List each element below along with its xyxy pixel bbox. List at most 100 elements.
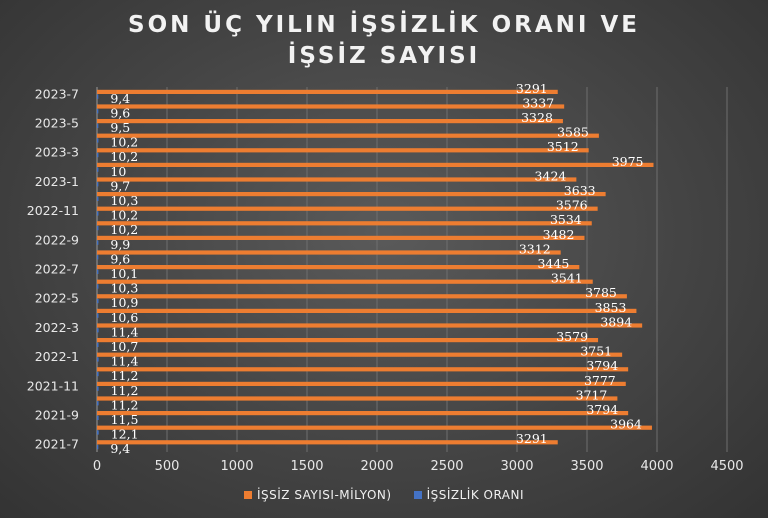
data-label-unemployment-rate: 10,2 [110,222,138,237]
data-label-unemployment-rate: 10,3 [110,193,138,208]
bar-unemployed-count [97,104,565,109]
x-tick-label: 1000 [220,459,253,474]
bar-unemployed-count [97,250,561,255]
bar-unemployed-count [97,192,606,197]
bar-unemployment-rate [97,430,99,435]
x-tick-label: 3000 [500,459,533,474]
bar-unemployment-rate [97,240,99,245]
bar-unemployment-rate [97,138,99,143]
bar-unemployment-rate [97,357,99,362]
data-label-unemployed-count: 3534 [550,212,582,227]
y-tick-label: 2022-1 [35,349,79,364]
chart-legend: İŞSİZ SAYISI-MİLYON) İŞSİZLİK ORANI [0,488,768,502]
y-tick-label: 2022-3 [35,320,79,335]
data-label-unemployment-rate: 9,4 [110,91,130,106]
bar-unemployed-count [97,294,627,299]
legend-swatch-unemployed-count [243,491,252,499]
bar-unemployed-count [97,279,593,284]
data-label-unemployed-count: 3717 [576,387,608,402]
y-tick-label: 2022-7 [35,262,79,277]
x-tick-label: 3500 [570,459,603,474]
bar-unemployed-count [97,323,643,328]
data-label-unemployed-count: 3576 [556,198,588,213]
bar-unemployed-count [97,206,598,211]
y-tick-label: 2021-9 [35,408,79,423]
bar-unemployment-rate [97,94,99,99]
bar-unemployment-rate [97,372,99,377]
data-label-unemployment-rate: 11,2 [111,397,139,412]
data-label-unemployed-count: 3541 [551,271,583,286]
y-tick-label: 2021-7 [35,437,79,452]
data-label-unemployment-rate: 10,3 [110,281,138,296]
bar-unemployment-rate [97,182,99,187]
y-tick-label: 2022-5 [35,291,79,306]
bar-unemployed-count [97,352,623,357]
data-label-unemployment-rate: 11,2 [111,383,139,398]
data-label-unemployed-count: 3975 [612,154,644,169]
y-tick-label: 2021-11 [27,378,79,393]
legend-label-unemployment-rate: İŞSİZLİK ORANI [426,488,525,502]
data-label-unemployed-count: 3751 [580,344,612,359]
data-label-unemployed-count: 3424 [535,168,567,183]
y-tick-label: 2023-3 [35,145,79,160]
bar-unemployment-rate [97,167,99,172]
data-label-unemployment-rate: 10 [110,164,126,179]
legend-swatch-unemployment-rate [413,491,422,499]
bar-unemployment-rate [97,109,99,114]
data-label-unemployment-rate: 9,4 [110,441,130,456]
bar-unemployment-rate [97,415,99,420]
bar-unemployed-count [97,425,652,430]
y-tick-label: 2023-7 [35,86,79,101]
data-label-unemployment-rate: 9,6 [110,105,130,120]
x-tick-label: 500 [155,459,180,474]
data-label-unemployment-rate: 11,4 [111,354,139,369]
data-label-unemployment-rate: 10,9 [111,295,139,310]
bar-unemployment-rate [97,342,99,347]
data-label-unemployed-count: 3585 [557,125,589,140]
y-tick-label: 2022-11 [27,203,79,218]
y-tick-label: 2022-9 [35,232,79,247]
bar-unemployed-count [97,440,558,445]
data-label-unemployment-rate: 11,4 [111,324,139,339]
bar-unemployment-rate [97,401,99,406]
data-label-unemployment-rate: 9,6 [110,251,130,266]
chart-title-line-1: SON ÜÇ YILIN İŞSİZLİK ORANI VE [128,12,640,38]
legend-item-unemployed-count: İŞSİZ SAYISI-MİLYON) [243,488,392,502]
bar-unemployment-rate [97,196,99,201]
bar-unemployment-rate [97,284,99,289]
data-label-unemployment-rate: 10,6 [110,310,138,325]
y-tick-label: 2023-1 [35,174,79,189]
bar-unemployment-rate [97,153,99,158]
legend-label-unemployed-count: İŞSİZ SAYISI-MİLYON) [256,488,392,502]
chart-title-line-2: İŞSİZ SAYISI [287,43,481,69]
data-label-unemployed-count: 3777 [584,373,616,388]
data-label-unemployed-count: 3633 [564,183,596,198]
x-tick-label: 1500 [290,459,323,474]
data-label-unemployment-rate: 9,5 [110,120,130,135]
bar-unemployed-count [97,119,563,124]
data-label-unemployment-rate: 12,1 [111,427,139,442]
data-label-unemployed-count: 3445 [537,256,569,271]
data-label-unemployed-count: 3579 [556,329,588,344]
legend-item-unemployment-rate: İŞSİZLİK ORANI [413,488,525,502]
bar-unemployed-count [97,381,626,386]
data-label-unemployed-count: 3794 [586,402,618,417]
data-label-unemployed-count: 3853 [595,300,627,315]
data-label-unemployment-rate: 9,7 [110,178,130,193]
bar-unemployed-count [97,89,558,94]
bar-unemployed-count [97,411,629,416]
data-label-unemployed-count: 3894 [600,314,632,329]
bar-unemployment-rate [97,328,99,333]
bar-unemployed-count [97,221,592,226]
x-tick-label: 0 [93,459,101,474]
data-label-unemployed-count: 3512 [547,139,579,154]
bar-unemployment-rate [97,211,99,216]
data-label-unemployment-rate: 11,5 [111,412,139,427]
chart-title: SON ÜÇ YILIN İŞSİZLİK ORANI VE İŞSİZ SAY… [0,10,768,72]
data-label-unemployed-count: 3337 [522,95,554,110]
x-tick-label: 2500 [430,459,463,474]
bar-unemployment-rate [97,255,99,260]
data-label-unemployment-rate: 11,2 [111,368,139,383]
data-label-unemployment-rate: 10,2 [110,208,138,223]
bar-unemployment-rate [97,386,99,391]
